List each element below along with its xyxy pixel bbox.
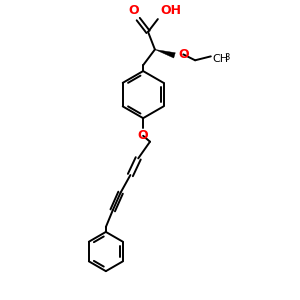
Polygon shape	[155, 50, 175, 58]
Text: 3: 3	[224, 53, 230, 62]
Text: O: O	[178, 48, 189, 61]
Text: O: O	[128, 4, 139, 17]
Text: OH: OH	[161, 4, 182, 17]
Text: O: O	[138, 129, 148, 142]
Text: CH: CH	[213, 54, 229, 64]
